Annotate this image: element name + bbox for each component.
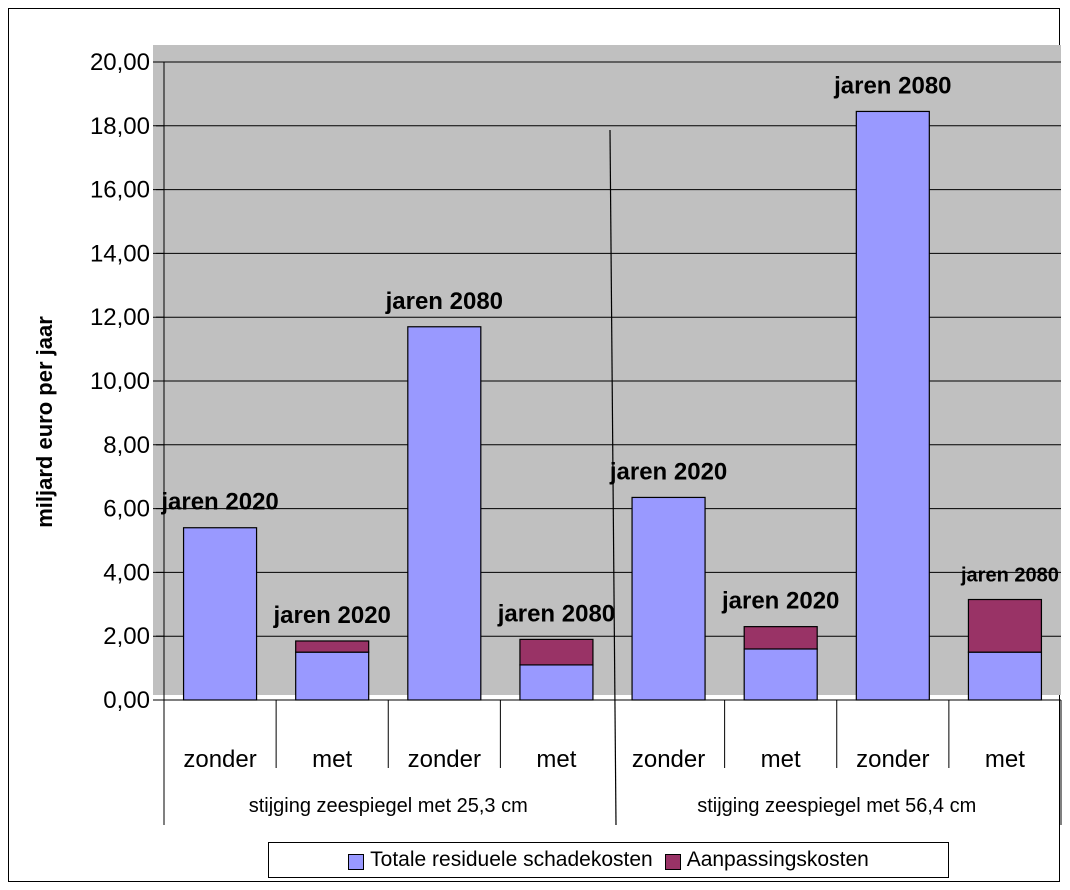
x-tick-label: met (761, 746, 801, 773)
bar-residuele (967, 651, 1043, 701)
legend-item-aanpassing: Aanpassingskosten (664, 848, 869, 872)
bar-label: jaren 2080 (960, 565, 1059, 587)
y-tick-label: 14,00 (90, 240, 150, 267)
bar-aanpassing (295, 640, 370, 653)
x-tick-label: zonder (856, 746, 929, 773)
y-tick-label: 20,00 (90, 49, 150, 76)
bar-residuele (182, 527, 258, 701)
legend-label-residuele: Totale residuele schadekosten (370, 848, 653, 871)
y-tick-label: 4,00 (103, 559, 150, 586)
bar-label: jaren 2080 (497, 600, 615, 627)
x-tick-label: zonder (632, 746, 705, 773)
bar-residuele (519, 664, 594, 701)
x-tick-label: zonder (408, 746, 481, 773)
legend-swatch-aanpassing (664, 854, 681, 870)
bar-residuele (407, 326, 482, 701)
bar-residuele (631, 496, 706, 701)
bar-label: jaren 2020 (160, 489, 278, 516)
y-tick-label: 12,00 (90, 304, 150, 331)
legend-item-residuele: Totale residuele schadekosten (348, 848, 653, 872)
y-axis-label: miljard euro per jaar (32, 316, 57, 528)
bar-aanpassing (743, 626, 818, 650)
y-tick-label: 8,00 (103, 432, 150, 459)
bar-label: jaren 2020 (272, 602, 390, 629)
x-tick-label: met (312, 746, 352, 773)
bar-residuele (743, 648, 818, 701)
legend: Totale residuele schadekosten Aanpassing… (268, 842, 949, 878)
bar-residuele (855, 110, 930, 701)
x-tick-label: met (536, 746, 576, 773)
legend-swatch-residuele (348, 854, 365, 870)
y-tick-label: 16,00 (90, 177, 150, 204)
y-tick-label: 10,00 (90, 368, 150, 395)
bar-label: jaren 2020 (721, 588, 839, 615)
bar-aanpassing (519, 638, 594, 666)
bar-label: jaren 2020 (609, 458, 727, 485)
bar-residuele (295, 651, 370, 701)
x-tick-label: zonder (183, 746, 256, 773)
group-separator (609, 129, 617, 826)
y-tick-label: 6,00 (103, 496, 150, 523)
bar-aanpassing (967, 598, 1043, 653)
y-tick-label: 0,00 (103, 687, 150, 714)
group-label: stijging zeespiegel met 25,3 cm (249, 795, 528, 817)
group-label: stijging zeespiegel met 56,4 cm (697, 795, 976, 817)
bar-label: jaren 2080 (385, 288, 503, 315)
bar-label: jaren 2080 (833, 72, 951, 99)
x-tick-label: met (985, 746, 1025, 773)
y-tick-label: 18,00 (90, 113, 150, 140)
y-tick-label: 2,00 (103, 623, 150, 650)
legend-label-aanpassing: Aanpassingskosten (686, 848, 869, 871)
